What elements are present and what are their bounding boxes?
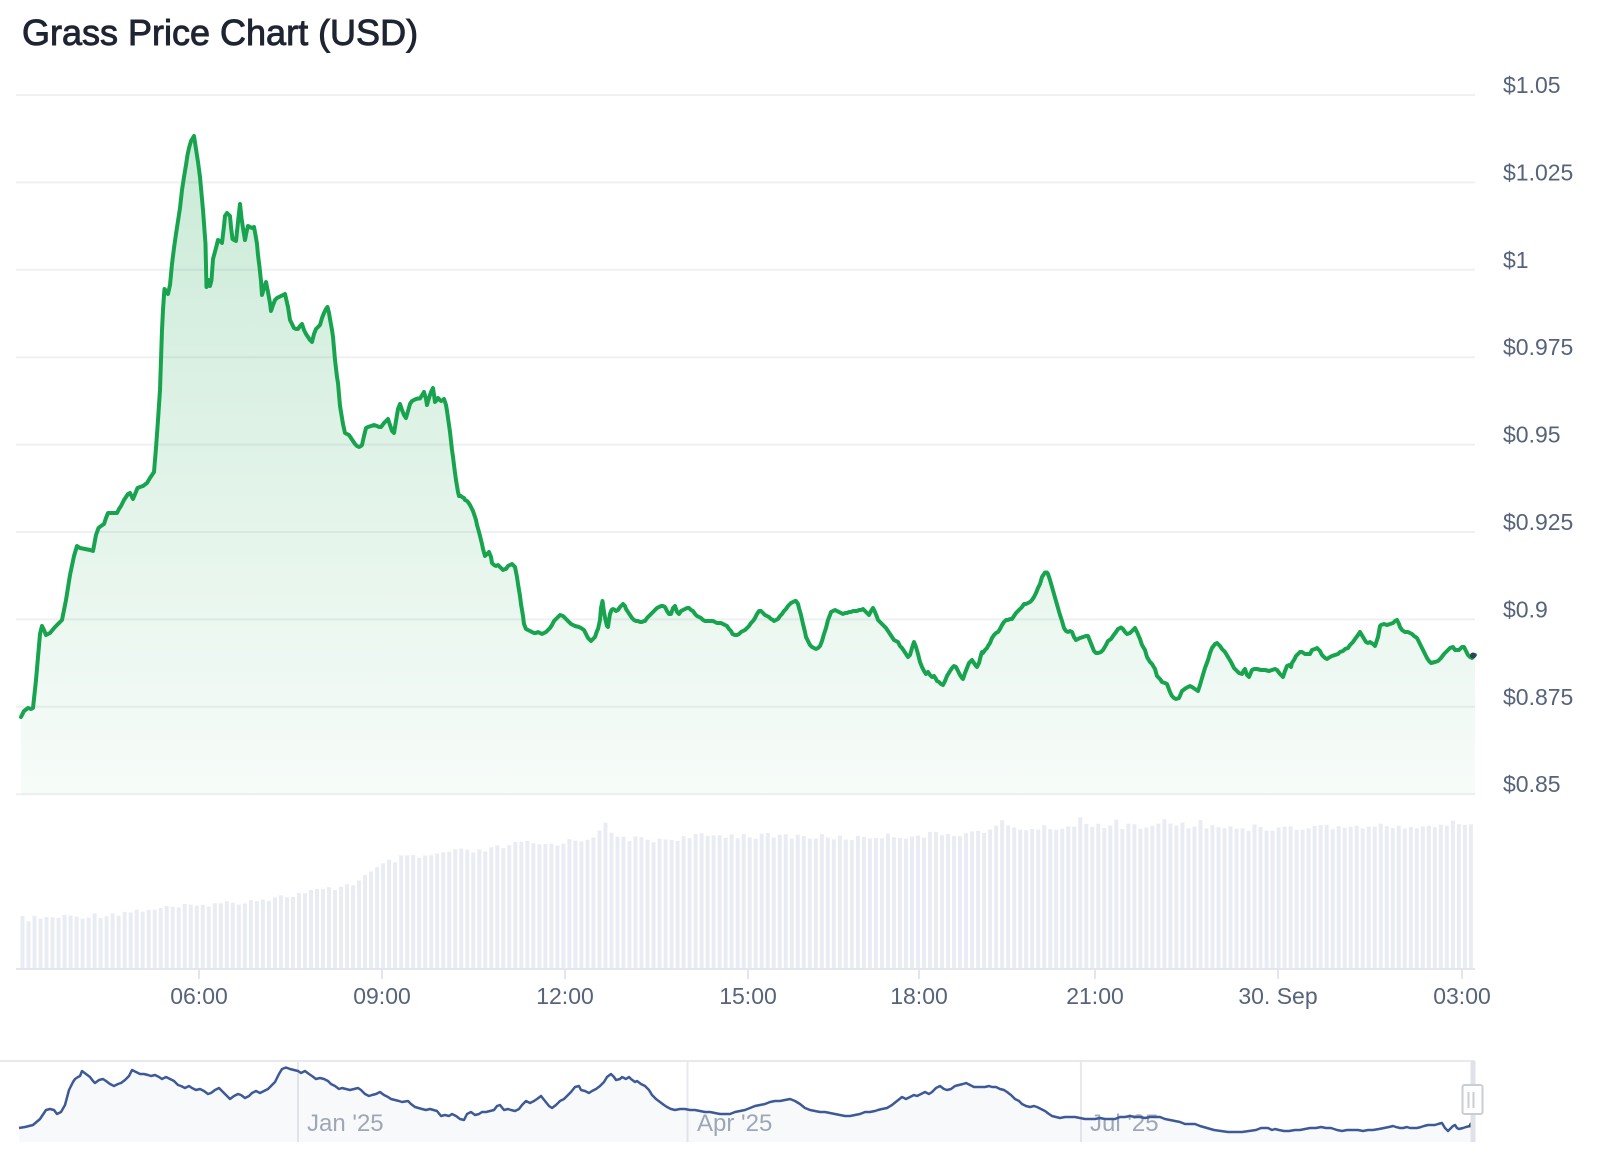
svg-text:$0.85: $0.85: [1503, 771, 1561, 797]
svg-text:$0.9: $0.9: [1503, 596, 1548, 622]
svg-text:$1: $1: [1503, 247, 1529, 273]
svg-text:03:00: 03:00: [1433, 983, 1491, 1009]
svg-text:21:00: 21:00: [1066, 983, 1124, 1009]
svg-text:$1.025: $1.025: [1503, 159, 1573, 185]
svg-text:15:00: 15:00: [719, 983, 777, 1009]
svg-text:Jan '25: Jan '25: [307, 1110, 384, 1137]
svg-text:$0.95: $0.95: [1503, 422, 1561, 448]
svg-text:12:00: 12:00: [536, 983, 594, 1009]
svg-text:09:00: 09:00: [353, 983, 411, 1009]
svg-text:Jul '25: Jul '25: [1090, 1110, 1159, 1137]
svg-text:06:00: 06:00: [170, 983, 228, 1009]
svg-text:30. Sep: 30. Sep: [1238, 983, 1317, 1009]
svg-text:$0.875: $0.875: [1503, 684, 1573, 710]
svg-text:18:00: 18:00: [890, 983, 948, 1009]
svg-text:Apr '25: Apr '25: [697, 1110, 772, 1137]
svg-text:$0.975: $0.975: [1503, 334, 1573, 360]
svg-text:Grass Price Chart (USD): Grass Price Chart (USD): [22, 12, 418, 53]
svg-text:$1.05: $1.05: [1503, 72, 1561, 98]
svg-text:$0.925: $0.925: [1503, 509, 1573, 535]
